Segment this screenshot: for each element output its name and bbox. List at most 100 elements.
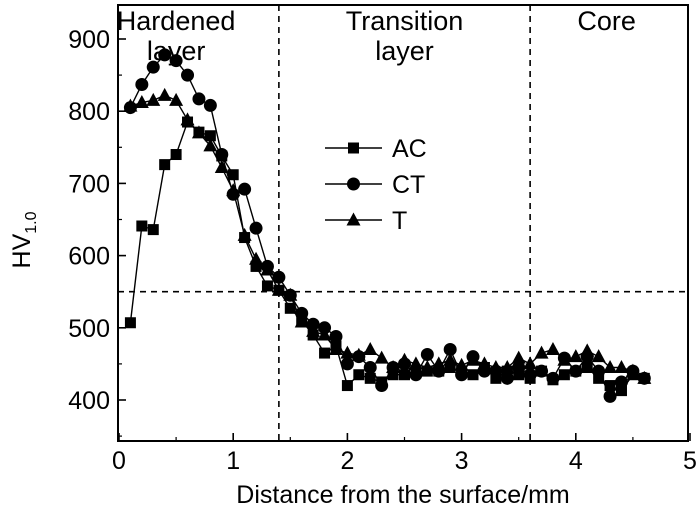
data-point-t xyxy=(466,352,481,366)
data-point-ac xyxy=(170,149,182,161)
data-point-ac xyxy=(250,260,262,272)
data-point-t xyxy=(306,323,321,337)
data-point-ac xyxy=(353,369,365,381)
data-point-ac xyxy=(513,369,525,381)
x-tick-label: 4 xyxy=(569,447,583,475)
data-point-t xyxy=(340,345,355,359)
legend-label-ct: CT xyxy=(392,171,425,199)
data-point-t xyxy=(180,112,195,126)
legend-marker-ct xyxy=(347,177,360,191)
x-tick-label: 3 xyxy=(455,447,469,475)
data-point-ct xyxy=(455,368,469,382)
data-point-ct xyxy=(238,182,252,196)
data-point-ct xyxy=(535,364,549,378)
data-point-t xyxy=(294,314,309,328)
data-point-ct xyxy=(443,342,457,356)
data-point-t xyxy=(488,360,503,374)
data-point-ct xyxy=(215,148,229,162)
data-point-ac xyxy=(159,159,171,171)
axis-ticks: 0 1 2 3 4 5 400 500 600 700 800 900 xyxy=(68,26,697,475)
data-point-t xyxy=(374,350,389,364)
data-point-ct xyxy=(158,48,172,62)
data-point-ct xyxy=(592,364,606,378)
data-point-t xyxy=(226,183,241,197)
data-point-t xyxy=(123,98,138,112)
y-tick-label: 900 xyxy=(68,26,110,54)
data-point-ct xyxy=(169,54,183,68)
y-axis-title: HV1.0 xyxy=(8,211,40,268)
data-point-ct xyxy=(523,368,537,382)
y-tick-label: 600 xyxy=(68,243,110,271)
data-point-t xyxy=(420,360,435,374)
region-label-line: Core xyxy=(577,6,636,36)
data-point-t xyxy=(431,356,446,370)
data-point-ac xyxy=(604,380,616,392)
data-point-ac xyxy=(147,224,159,236)
data-point-t xyxy=(271,282,286,296)
data-point-t xyxy=(603,360,618,374)
x-tick-label: 5 xyxy=(683,447,697,475)
data-point-t xyxy=(523,356,538,370)
data-point-t xyxy=(534,345,549,359)
data-point-t xyxy=(591,349,606,363)
series-line-ct xyxy=(129,54,645,398)
region-label-line: Hardened xyxy=(117,6,236,36)
y-tick-label: 500 xyxy=(68,315,110,343)
region-label-3: Core xyxy=(577,6,636,36)
data-point-ct xyxy=(340,357,354,371)
data-point-ct xyxy=(135,77,149,91)
data-point-ac xyxy=(319,347,331,359)
data-point-t xyxy=(580,343,595,357)
data-point-ct xyxy=(569,364,583,378)
data-point-ac xyxy=(204,130,216,142)
series-t xyxy=(123,87,652,384)
x-tick-label: 1 xyxy=(226,447,240,475)
data-point-ct xyxy=(249,221,263,235)
data-point-t xyxy=(443,352,458,366)
data-point-ac xyxy=(467,369,479,381)
data-point-t xyxy=(511,350,526,364)
data-point-ct xyxy=(500,371,514,385)
data-point-ac xyxy=(490,372,502,384)
series-ac xyxy=(124,116,650,397)
data-point-ac xyxy=(399,369,410,381)
series-line-ac xyxy=(129,120,645,392)
data-point-t xyxy=(157,87,172,101)
y-tick-label: 400 xyxy=(68,387,110,415)
series-ct xyxy=(123,48,651,403)
data-point-ac xyxy=(444,362,456,374)
data-point-ct xyxy=(272,270,286,284)
data-point-t xyxy=(328,341,343,355)
data-point-ct xyxy=(546,371,560,385)
data-point-ac xyxy=(136,220,148,232)
data-point-t xyxy=(454,357,469,371)
region-label-2: Transition layer xyxy=(346,6,464,66)
data-point-t xyxy=(214,160,229,174)
data-point-t xyxy=(557,352,572,366)
y-tick-label: 800 xyxy=(68,98,110,126)
data-point-t xyxy=(500,360,515,374)
plot-frame xyxy=(117,4,689,442)
data-point-t xyxy=(134,95,149,109)
data-point-ac xyxy=(558,369,570,381)
data-point-ac xyxy=(364,372,376,384)
region-labels: Hardened layer Transition layer Core xyxy=(117,6,636,66)
data-point-ac xyxy=(581,362,593,374)
region-label-line: Transition xyxy=(346,6,464,36)
data-point-ct xyxy=(603,389,617,403)
data-point-t xyxy=(260,262,275,276)
data-point-t xyxy=(283,287,298,301)
data-point-ac xyxy=(387,369,399,381)
data-point-ct xyxy=(614,375,628,389)
data-point-ct xyxy=(203,98,217,112)
data-point-ct xyxy=(409,368,423,382)
data-point-t xyxy=(237,227,252,241)
data-point-ct xyxy=(295,306,309,320)
y-axis-title-main: HV xyxy=(8,233,36,268)
data-point-ct xyxy=(420,348,434,362)
data-point-t xyxy=(397,352,412,366)
data-point-ac xyxy=(341,380,353,392)
x-tick-label: 0 xyxy=(112,447,126,475)
region-label-line: layer xyxy=(147,36,206,66)
